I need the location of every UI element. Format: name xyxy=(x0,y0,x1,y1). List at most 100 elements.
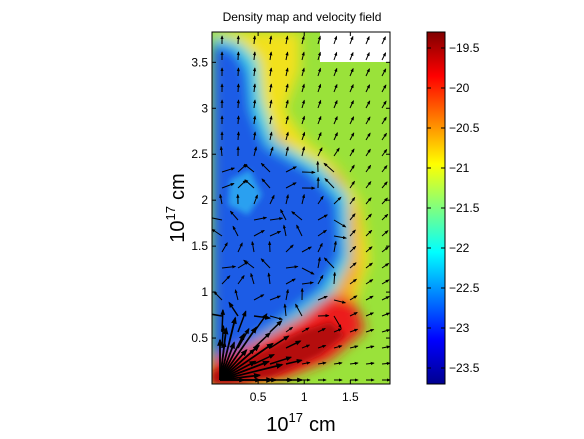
velocity-arrow-jet xyxy=(219,326,229,381)
velocity-arrow xyxy=(349,180,355,189)
velocity-arrow xyxy=(253,146,258,157)
velocity-arrow xyxy=(269,146,274,157)
velocity-arrow xyxy=(381,296,390,301)
velocity-arrow xyxy=(332,271,337,285)
velocity-arrow xyxy=(269,320,283,333)
velocity-arrow xyxy=(261,178,271,189)
velocity-arrow xyxy=(381,36,386,45)
velocity-arrow xyxy=(285,340,302,349)
velocity-arrow xyxy=(333,345,343,349)
velocity-arrow xyxy=(285,166,297,173)
y-tick-label: 1.5 xyxy=(191,239,208,253)
velocity-arrow xyxy=(301,51,305,61)
velocity-arrow-jet xyxy=(219,326,258,381)
y-tick-label: 0.5 xyxy=(191,331,208,345)
velocity-arrow xyxy=(381,181,388,189)
velocity-arrow xyxy=(317,83,322,93)
velocity-arrow xyxy=(301,327,310,333)
velocity-arrow xyxy=(285,99,289,109)
velocity-arrows xyxy=(212,35,390,383)
velocity-arrow xyxy=(381,279,390,285)
x-tick-label: 1.5 xyxy=(342,390,359,404)
velocity-arrow xyxy=(317,274,324,285)
plot-frame xyxy=(211,31,391,385)
velocity-arrow xyxy=(365,35,370,45)
velocity-arrow xyxy=(269,356,293,365)
x-axis-label-unit: cm xyxy=(309,414,336,436)
velocity-arrow xyxy=(301,361,311,365)
colorbar-tick-label: −21.5 xyxy=(449,201,480,215)
colorbar-ticks: −19.5 −20 −20.5 −21 −21.5 −22 −22.5 −23 −23.5 xyxy=(427,41,480,375)
velocity-arrow xyxy=(301,193,306,205)
velocity-arrow xyxy=(365,84,371,93)
velocity-arrow xyxy=(381,213,389,221)
velocity-arrow xyxy=(317,147,323,157)
velocity-arrow xyxy=(333,132,338,141)
blank-corner-right xyxy=(365,48,390,62)
velocity-arrow xyxy=(333,299,347,304)
velocity-arrow xyxy=(381,230,389,237)
velocity-arrow xyxy=(252,83,257,93)
velocity-arrow xyxy=(243,259,255,269)
velocity-arrow xyxy=(365,116,371,125)
velocity-arrow xyxy=(285,244,294,253)
velocity-arrow xyxy=(317,115,322,125)
velocity-arrow xyxy=(381,100,387,109)
velocity-arrow xyxy=(269,217,284,221)
velocity-arrow xyxy=(317,295,328,301)
velocity-arrow xyxy=(365,295,374,301)
velocity-arrow xyxy=(269,131,273,141)
velocity-arrow xyxy=(221,242,228,253)
velocity-arrow xyxy=(252,51,257,61)
velocity-arrow xyxy=(324,177,335,189)
velocity-arrow xyxy=(267,272,271,285)
velocity-arrow xyxy=(301,344,311,349)
velocity-arrow xyxy=(219,145,223,157)
velocity-arrow xyxy=(236,99,240,109)
velocity-arrow xyxy=(317,328,326,333)
velocity-arrow xyxy=(365,361,375,366)
y-axis-label-base: 10 xyxy=(167,220,189,242)
velocity-arrow xyxy=(269,83,273,93)
cavity-patch xyxy=(228,170,262,215)
velocity-arrow xyxy=(301,83,305,93)
velocity-arrow xyxy=(365,164,372,173)
velocity-arrow xyxy=(365,132,371,141)
velocity-arrow xyxy=(365,229,373,237)
velocity-arrow xyxy=(250,272,255,285)
velocity-arrow xyxy=(365,328,375,333)
velocity-arrow xyxy=(333,115,338,125)
velocity-arrow xyxy=(349,245,357,253)
x-axis-label-exponent: 17 xyxy=(289,410,303,425)
velocity-arrow xyxy=(269,67,273,77)
velocity-arrow xyxy=(260,162,271,173)
velocity-arrow xyxy=(301,67,305,77)
velocity-arrow xyxy=(333,35,338,45)
velocity-arrow xyxy=(269,315,283,321)
velocity-arrow xyxy=(317,242,323,253)
velocity-arrow xyxy=(285,67,289,77)
velocity-arrow xyxy=(317,361,327,365)
velocity-arrow-jet xyxy=(219,316,237,381)
velocity-arrow xyxy=(285,182,297,189)
y-axis-label-exponent: 17 xyxy=(163,206,178,220)
velocity-arrow xyxy=(349,213,356,221)
velocity-arrow xyxy=(253,230,265,237)
velocity-arrow xyxy=(269,115,273,125)
velocity-arrow xyxy=(381,361,390,366)
velocity-arrow xyxy=(349,328,359,333)
velocity-arrow xyxy=(381,52,387,61)
velocity-arrow xyxy=(243,163,255,173)
velocity-arrow xyxy=(269,51,273,61)
density-field xyxy=(212,32,390,384)
velocity-arrow xyxy=(234,289,239,301)
velocity-arrow xyxy=(283,303,287,317)
velocity-arrow xyxy=(349,148,355,157)
y-axis-label-unit: cm xyxy=(167,173,189,200)
velocity-arrow xyxy=(365,51,370,61)
velocity-arrow xyxy=(285,131,289,141)
velocity-arrow xyxy=(381,197,388,205)
velocity-arrow xyxy=(229,210,239,221)
x-tick-label: 1 xyxy=(301,390,308,404)
